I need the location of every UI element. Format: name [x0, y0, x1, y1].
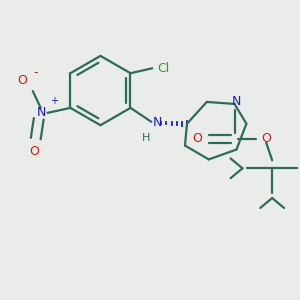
Text: H: H [142, 133, 151, 142]
Text: O: O [17, 74, 27, 87]
Text: O: O [192, 132, 202, 145]
Text: N: N [153, 116, 162, 129]
Text: +: + [50, 96, 58, 106]
Text: N: N [37, 106, 46, 119]
Text: O: O [261, 132, 271, 145]
Text: O: O [29, 145, 39, 158]
Text: Cl: Cl [157, 62, 169, 75]
Text: N: N [232, 95, 241, 108]
Text: -: - [34, 66, 38, 79]
